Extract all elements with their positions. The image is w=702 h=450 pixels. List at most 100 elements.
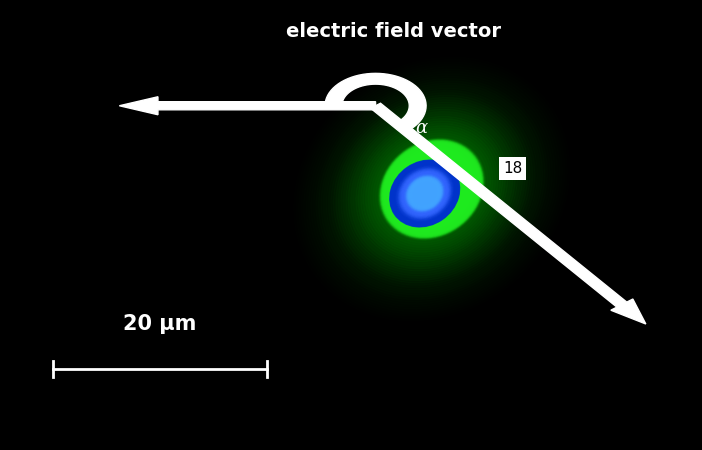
Ellipse shape: [390, 161, 459, 226]
Ellipse shape: [383, 142, 480, 236]
Ellipse shape: [397, 167, 452, 220]
Ellipse shape: [341, 102, 522, 276]
Ellipse shape: [394, 164, 456, 223]
Ellipse shape: [404, 174, 445, 213]
Ellipse shape: [392, 162, 458, 225]
Ellipse shape: [394, 164, 456, 223]
Polygon shape: [325, 73, 426, 131]
Ellipse shape: [404, 173, 446, 214]
Ellipse shape: [395, 165, 455, 222]
Ellipse shape: [387, 146, 477, 232]
Ellipse shape: [406, 176, 444, 211]
Ellipse shape: [395, 165, 454, 222]
Ellipse shape: [383, 142, 481, 236]
Ellipse shape: [391, 150, 472, 228]
Ellipse shape: [376, 135, 488, 243]
Text: electric field vector: electric field vector: [286, 22, 501, 41]
Ellipse shape: [397, 167, 453, 220]
Ellipse shape: [386, 145, 477, 233]
Ellipse shape: [385, 144, 479, 234]
Ellipse shape: [409, 179, 440, 208]
Ellipse shape: [361, 121, 503, 257]
Ellipse shape: [390, 149, 473, 229]
Ellipse shape: [390, 160, 460, 227]
Ellipse shape: [384, 144, 479, 234]
Ellipse shape: [389, 148, 475, 230]
Ellipse shape: [382, 141, 482, 237]
Ellipse shape: [392, 151, 471, 227]
Ellipse shape: [399, 169, 451, 218]
Ellipse shape: [411, 180, 439, 207]
Ellipse shape: [358, 119, 505, 259]
Ellipse shape: [396, 166, 453, 221]
Ellipse shape: [412, 181, 437, 206]
Ellipse shape: [407, 176, 442, 211]
Ellipse shape: [403, 172, 446, 215]
Ellipse shape: [378, 138, 486, 240]
Ellipse shape: [392, 151, 472, 227]
Ellipse shape: [392, 163, 457, 224]
Text: 18: 18: [503, 161, 522, 176]
Ellipse shape: [380, 140, 484, 238]
Ellipse shape: [366, 126, 498, 252]
Ellipse shape: [407, 177, 442, 210]
Ellipse shape: [351, 112, 512, 266]
Ellipse shape: [383, 142, 481, 236]
Ellipse shape: [382, 142, 482, 236]
Ellipse shape: [397, 168, 452, 219]
Ellipse shape: [383, 143, 480, 235]
Ellipse shape: [385, 144, 479, 234]
Ellipse shape: [390, 161, 459, 226]
Ellipse shape: [392, 162, 457, 225]
Ellipse shape: [338, 100, 525, 278]
Ellipse shape: [393, 163, 456, 224]
Polygon shape: [119, 97, 376, 115]
Ellipse shape: [399, 168, 451, 219]
Ellipse shape: [381, 140, 482, 238]
Ellipse shape: [397, 166, 453, 220]
Ellipse shape: [363, 123, 501, 255]
Polygon shape: [371, 103, 646, 324]
Ellipse shape: [395, 165, 455, 222]
Ellipse shape: [393, 164, 456, 223]
Ellipse shape: [408, 178, 442, 209]
Ellipse shape: [388, 147, 476, 231]
Ellipse shape: [400, 170, 449, 217]
Ellipse shape: [410, 180, 439, 207]
Ellipse shape: [397, 167, 453, 220]
Ellipse shape: [406, 176, 444, 211]
Ellipse shape: [383, 143, 480, 235]
Ellipse shape: [348, 109, 515, 269]
Ellipse shape: [401, 171, 449, 216]
Ellipse shape: [343, 104, 520, 274]
Ellipse shape: [391, 161, 458, 226]
Ellipse shape: [409, 178, 441, 209]
Ellipse shape: [398, 168, 451, 219]
Ellipse shape: [384, 143, 479, 235]
Ellipse shape: [392, 162, 458, 225]
Ellipse shape: [396, 166, 453, 220]
Ellipse shape: [373, 133, 491, 245]
Ellipse shape: [398, 168, 451, 219]
Ellipse shape: [353, 114, 510, 264]
Ellipse shape: [346, 107, 517, 271]
Ellipse shape: [405, 175, 444, 212]
Ellipse shape: [402, 172, 447, 215]
Ellipse shape: [388, 148, 475, 230]
Ellipse shape: [382, 141, 482, 237]
Ellipse shape: [356, 117, 508, 261]
Ellipse shape: [391, 162, 458, 225]
Ellipse shape: [395, 166, 454, 221]
Ellipse shape: [385, 144, 479, 234]
Ellipse shape: [399, 169, 451, 218]
Ellipse shape: [394, 153, 470, 225]
Ellipse shape: [380, 140, 483, 238]
Ellipse shape: [399, 169, 450, 218]
Ellipse shape: [368, 128, 496, 250]
Ellipse shape: [408, 177, 442, 210]
Text: 20 μm: 20 μm: [123, 314, 197, 334]
Text: α: α: [415, 119, 428, 137]
Ellipse shape: [393, 152, 470, 226]
Ellipse shape: [379, 139, 484, 239]
Ellipse shape: [394, 153, 470, 225]
